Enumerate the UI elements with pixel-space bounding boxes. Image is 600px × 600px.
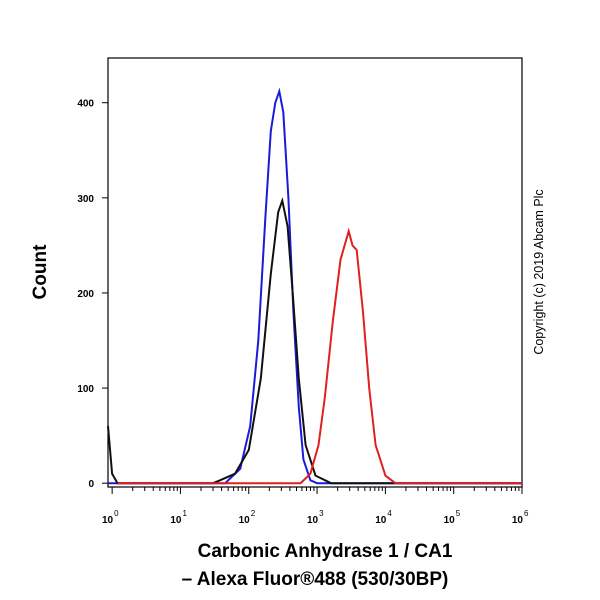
x-tick-label: 10 [307,515,319,526]
y-tick-label: 400 [77,99,94,110]
histogram-line [117,227,522,485]
x-tick-exponent: 5 [456,509,461,518]
x-axis-label: Carbonic Anhydrase 1 / CA1 [198,541,453,562]
histogram-line [107,197,522,485]
x-tick-label: 10 [512,515,524,526]
histogram-line [108,87,522,485]
x-tick-exponent: 0 [114,509,119,518]
x-tick-exponent: 1 [182,509,187,518]
y-tick-label: 0 [88,479,94,490]
x-tick-exponent: 3 [319,509,324,518]
x-tick-exponent: 6 [524,509,529,518]
x-tick-label: 10 [444,515,456,526]
x-tick-label: 10 [239,515,251,526]
y-tick-label: 300 [77,194,94,205]
x-tick-exponent: 2 [251,509,256,518]
x-tick-exponent: 4 [387,509,392,518]
y-tick-label: 100 [77,384,94,395]
x-axis-label: – Alexa Fluor®488 (530/30BP) [182,569,449,590]
x-tick-label: 10 [102,515,114,526]
x-tick-label: 10 [170,515,182,526]
y-axis-label: Count [30,244,51,300]
y-tick-label: 200 [77,289,94,300]
x-tick-label: 10 [375,515,387,526]
plot-frame [107,57,523,488]
copyright: Copyright (c) 2019 Abcam Plc [532,189,546,354]
